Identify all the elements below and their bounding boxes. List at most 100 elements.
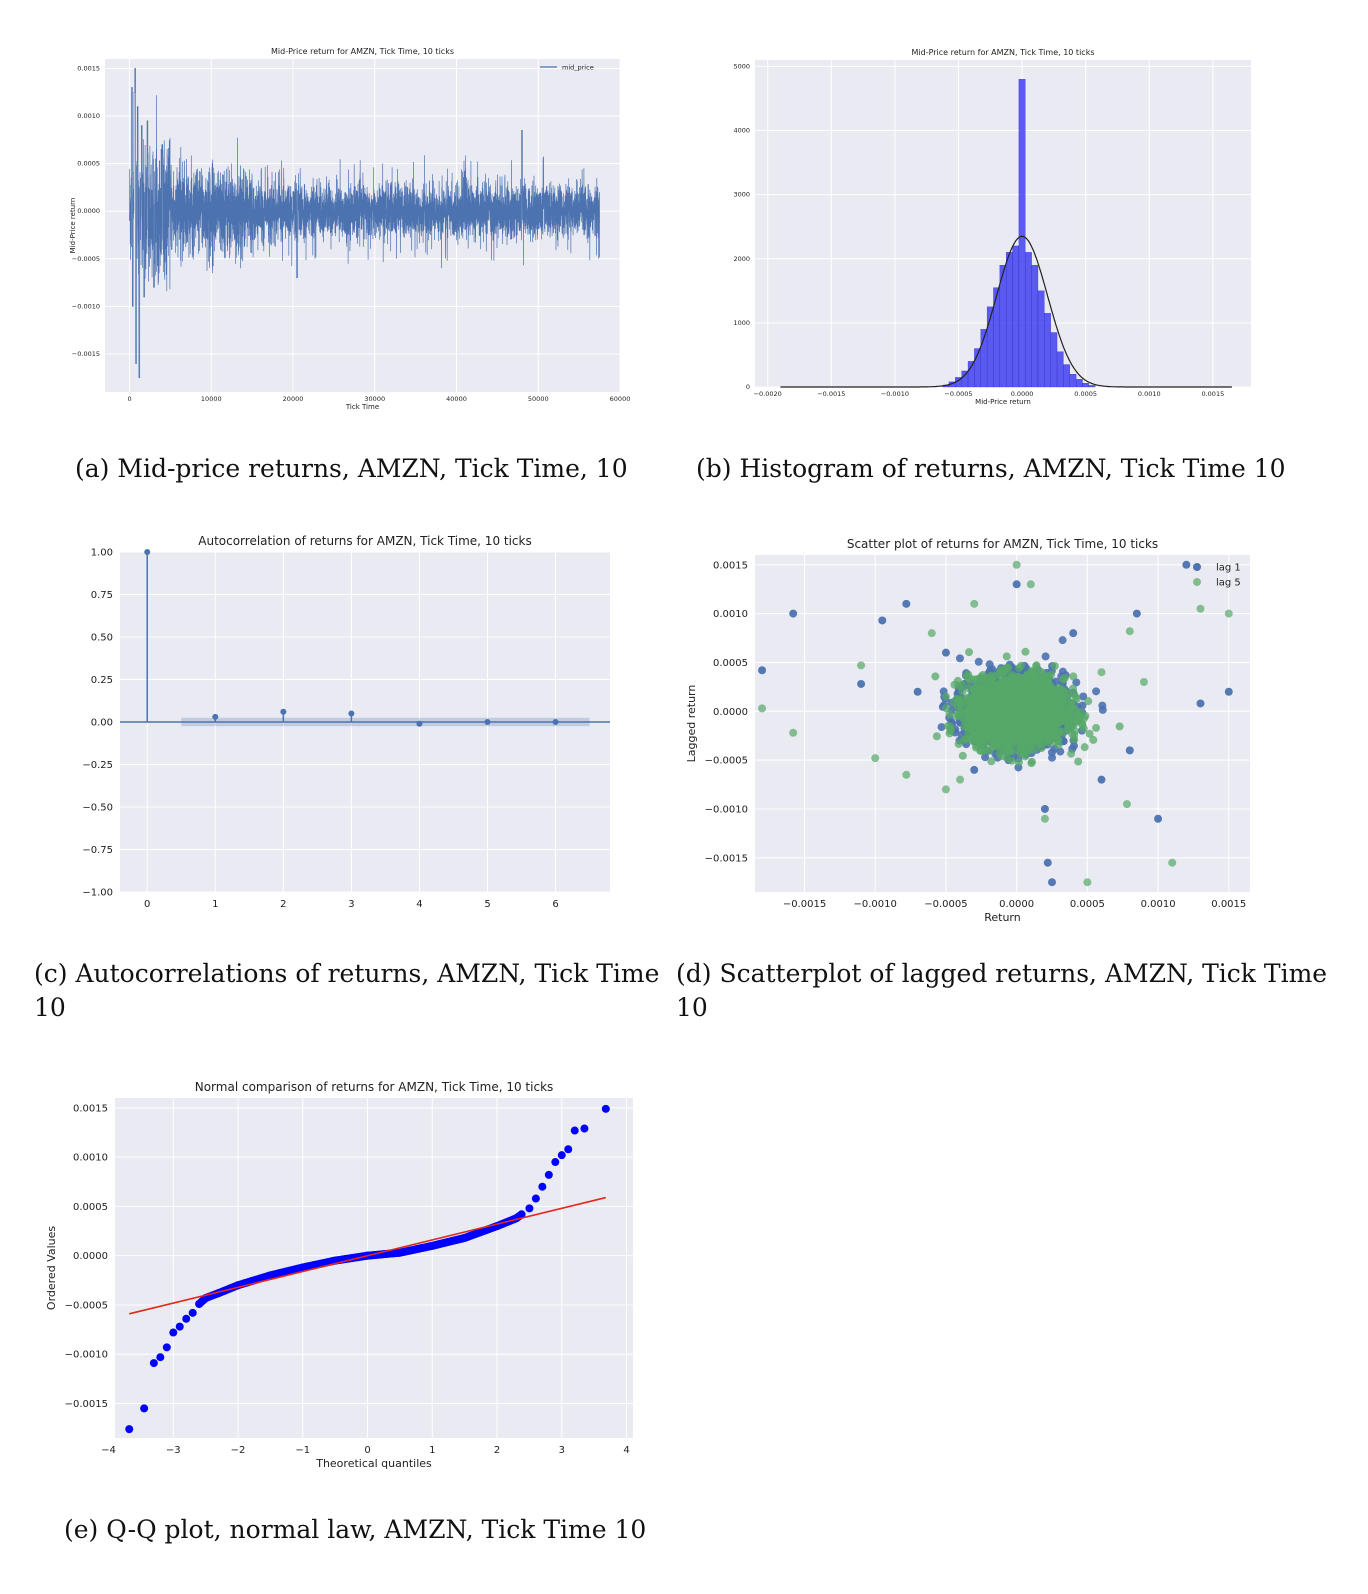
chart-e: −4 −3 −2 −1 0 1 2 3 4 −0.0015 −0.0010 −0.0005 0.0000… [40, 1068, 640, 1488]
scatter-outlier [1132, 609, 1141, 618]
y-tick-label: 0.25 [91, 675, 113, 686]
x-tick-label: 20000 [283, 395, 304, 403]
scatter-outlier [941, 648, 950, 657]
scatter-point [1017, 696, 1026, 705]
scatter-point [1080, 743, 1089, 752]
scatter-point [1078, 701, 1087, 710]
scatter-point [1058, 699, 1067, 708]
x-tick-label: 0.0005 [1070, 899, 1105, 910]
y-tick-label: 0.0010 [713, 609, 748, 620]
scatter-point [937, 723, 946, 732]
y-tick-label: −0.0015 [72, 350, 100, 358]
y-tick-label: −0.0005 [65, 1300, 108, 1311]
scatter-outlier [1083, 878, 1092, 887]
scatter-point [931, 672, 940, 681]
scatter-outlier [1043, 858, 1052, 867]
y-tick-label: 0.0015 [713, 560, 748, 571]
scatter-outlier [1168, 858, 1177, 867]
scatter-outlier [913, 687, 922, 696]
scatter-point [1006, 747, 1015, 756]
y-axis-label: Mid-Price return [69, 198, 77, 254]
qq-point [266, 1271, 275, 1280]
scatter-point [946, 726, 955, 735]
scatter-point [1038, 670, 1047, 679]
qq-point [531, 1194, 540, 1203]
y-tick-label: 0.50 [91, 633, 113, 644]
scatter-point [958, 709, 967, 718]
histogram-bar [1088, 385, 1096, 388]
scatter-point [1098, 705, 1107, 714]
scatter-point [988, 711, 997, 720]
x-tick-label: −3 [166, 1445, 181, 1456]
chart-c-svg: 0 1 2 3 4 5 6−1.00−0.75−0.50−0.250.000.250.500… [82, 534, 610, 910]
scatter-point [1009, 729, 1018, 738]
scatter-point [1023, 670, 1032, 679]
scatter-point [1019, 681, 1028, 690]
acf-marker [280, 708, 287, 715]
scatter-point [1037, 727, 1046, 736]
x-tick-label: 40000 [446, 395, 467, 403]
x-tick-label: 10000 [201, 395, 222, 403]
scatter-outlier [1012, 560, 1021, 569]
acf-marker [212, 713, 219, 720]
y-tick-label: 5000 [733, 62, 750, 70]
scatter-outlier [789, 609, 798, 618]
scatter-point [1022, 747, 1031, 756]
y-tick-label: 0.0005 [77, 160, 100, 168]
scatter-point [1071, 692, 1080, 701]
scatter-point [1037, 686, 1046, 695]
histogram-bar [1012, 245, 1020, 388]
scatter-point [1066, 698, 1075, 707]
scatter-point [991, 697, 1000, 706]
y-tick-label: −0.75 [82, 845, 113, 856]
scatter-point [964, 724, 973, 733]
scatter-outlier [1224, 609, 1233, 618]
scatter-point [1017, 661, 1026, 670]
x-tick-label: 5 [484, 899, 490, 910]
scatter-point [1058, 636, 1067, 645]
scatter-outlier [956, 775, 965, 784]
qq-point [188, 1308, 197, 1317]
scatter-point [1058, 667, 1067, 676]
scatter-outlier [1040, 804, 1049, 813]
x-axis-label: Mid-Price return [975, 398, 1031, 406]
scatter-point [1069, 684, 1078, 693]
scatter-point [958, 680, 967, 689]
qq-point [149, 1359, 158, 1368]
y-tick-label: 0.0000 [73, 1251, 108, 1262]
scatter-point [1092, 687, 1101, 696]
chart-c: 0 1 2 3 4 5 6 −1.00 −0.75 −0.50 −0.25 0.00 0.25 0.50 0… [60, 525, 630, 925]
scatter-point [1067, 723, 1076, 732]
scatter-point [1027, 759, 1036, 768]
y-tick-label: −0.0015 [65, 1399, 108, 1410]
scatter-point [1063, 708, 1072, 717]
y-axis-label: Lagged return [685, 685, 698, 763]
scatter-point [999, 684, 1008, 693]
scatter-point [972, 736, 981, 745]
y-tick-label: 2000 [733, 255, 750, 263]
scatter-point [1089, 735, 1098, 744]
histogram-bar [1056, 351, 1064, 388]
x-tick-label: 3 [559, 1445, 565, 1456]
qq-point [162, 1343, 171, 1352]
legend-swatch [1193, 578, 1201, 586]
normal-fit-curve [780, 235, 1232, 388]
chart-title: Mid-Price return for AMZN, Tick Time, 10… [271, 47, 454, 56]
scatter-point [964, 684, 973, 693]
scatter-point [986, 689, 995, 698]
qq-point [525, 1204, 534, 1213]
scatter-outlier [1048, 878, 1056, 887]
y-axis-label: Ordered Values [45, 1226, 58, 1310]
scatter-outlier [871, 754, 880, 763]
scatter-point [999, 698, 1008, 707]
qq-point [538, 1182, 547, 1191]
x-axis-label: Return [984, 911, 1021, 924]
scatter-point [1042, 677, 1051, 686]
scatter-point [958, 751, 967, 760]
x-tick-label: 4 [416, 899, 422, 910]
histogram-bar [1006, 252, 1013, 388]
scatter-point [1012, 672, 1021, 681]
y-tick-label: 1000 [733, 319, 750, 327]
y-tick-label: 0 [746, 383, 750, 391]
scatter-point [986, 673, 995, 682]
